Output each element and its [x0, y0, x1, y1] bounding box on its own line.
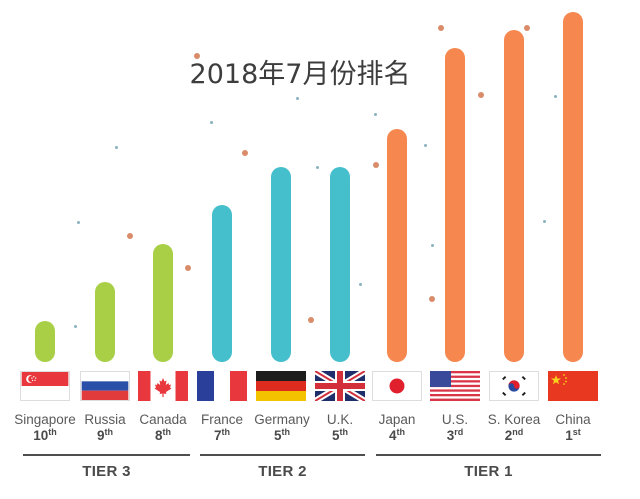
bar-china [563, 12, 583, 362]
bar-japan [387, 129, 407, 362]
country-label-singapore: Singapore [14, 412, 76, 427]
japan-flag [372, 371, 422, 401]
tier1-label: TIER 1 [464, 463, 513, 480]
country-label-canada: Canada [139, 412, 187, 427]
rank-japan: 4th [388, 427, 405, 443]
bar-uk [330, 167, 350, 362]
country-label-china: China [555, 412, 591, 427]
singapore-flag [20, 371, 70, 401]
russia-flag [80, 371, 130, 401]
tier2-label: TIER 2 [258, 463, 307, 480]
tier2-divider [200, 454, 365, 456]
france-flag [197, 371, 247, 401]
tier1-divider [376, 454, 601, 456]
germany-flag [256, 371, 306, 401]
rank-china: 1st [565, 427, 581, 443]
rank-germany: 5th [273, 427, 290, 443]
bar-south-korea [504, 30, 524, 362]
china-flag [548, 371, 598, 401]
country-label-germany: Germany [254, 412, 310, 427]
rank-uk: 5th [331, 427, 348, 443]
country-label-japan: Japan [378, 412, 416, 427]
bar-russia [95, 282, 115, 362]
tier3-divider [23, 454, 190, 456]
rank-canada: 8th [154, 427, 171, 443]
country-label-russia: Russia [84, 412, 126, 427]
country-label-us: U.S. [441, 412, 469, 427]
rank-russia: 9th [96, 427, 113, 443]
chart-title: 2018年7月份排名 [189, 59, 411, 90]
canada-flag [138, 371, 188, 401]
bar-canada [153, 244, 173, 362]
rank-france: 7th [213, 427, 230, 443]
south-korea-flag [489, 371, 539, 401]
bar-france [212, 205, 232, 362]
bar-germany [271, 167, 291, 362]
bar-us [445, 48, 465, 362]
rank-us: 3rd [446, 427, 464, 443]
country-label-south-korea: S. Korea [487, 412, 541, 427]
tier3-label: TIER 3 [82, 463, 131, 480]
uk-flag [315, 371, 365, 401]
rank-south-korea: 2nd [504, 427, 524, 443]
rank-singapore: 10th [33, 427, 57, 443]
bar-singapore [35, 321, 55, 362]
country-label-france: France [200, 412, 244, 427]
us-flag [430, 371, 480, 401]
country-label-uk: U.K. [326, 412, 354, 427]
